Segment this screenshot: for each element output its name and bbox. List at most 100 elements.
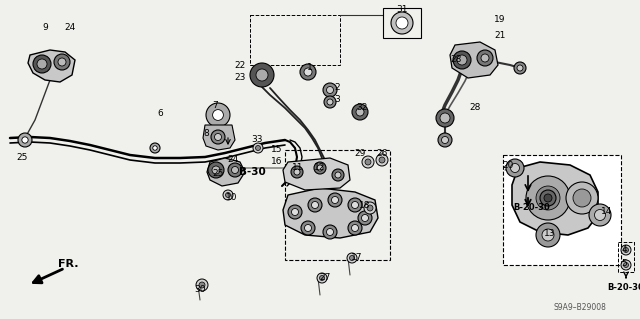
Circle shape xyxy=(196,279,208,291)
Polygon shape xyxy=(512,162,598,235)
Text: 23: 23 xyxy=(234,73,246,83)
Circle shape xyxy=(364,202,376,214)
Circle shape xyxy=(301,221,315,235)
Polygon shape xyxy=(283,158,350,190)
Circle shape xyxy=(225,192,230,197)
Text: 31: 31 xyxy=(396,5,408,14)
Circle shape xyxy=(323,83,337,97)
Circle shape xyxy=(351,202,358,209)
Circle shape xyxy=(211,130,225,144)
Circle shape xyxy=(256,69,268,81)
Polygon shape xyxy=(207,158,245,186)
Text: 17: 17 xyxy=(351,253,363,262)
Circle shape xyxy=(362,156,374,168)
Text: 28: 28 xyxy=(469,102,481,112)
Text: B-20-30: B-20-30 xyxy=(607,283,640,292)
Text: 12: 12 xyxy=(314,164,326,173)
Circle shape xyxy=(526,176,570,220)
Circle shape xyxy=(365,159,371,165)
Text: 5: 5 xyxy=(621,258,627,268)
Circle shape xyxy=(542,229,554,241)
Circle shape xyxy=(436,109,454,127)
Text: 18: 18 xyxy=(359,201,371,210)
Circle shape xyxy=(348,221,362,235)
Circle shape xyxy=(349,256,355,261)
Text: 28: 28 xyxy=(451,56,461,64)
Circle shape xyxy=(308,198,322,212)
Circle shape xyxy=(294,169,300,175)
Text: 26: 26 xyxy=(376,149,388,158)
Circle shape xyxy=(253,143,263,153)
Circle shape xyxy=(335,172,341,178)
Circle shape xyxy=(319,276,324,280)
Bar xyxy=(250,15,340,65)
Circle shape xyxy=(153,146,157,150)
Polygon shape xyxy=(28,50,75,82)
Circle shape xyxy=(517,65,523,71)
Polygon shape xyxy=(283,188,378,238)
Text: 9: 9 xyxy=(42,23,48,32)
Text: 27: 27 xyxy=(319,272,331,281)
Polygon shape xyxy=(203,125,235,150)
Text: 11: 11 xyxy=(292,164,304,173)
Circle shape xyxy=(199,282,205,288)
Circle shape xyxy=(621,260,631,270)
Circle shape xyxy=(37,59,47,69)
Circle shape xyxy=(453,51,471,69)
Circle shape xyxy=(312,202,319,209)
Text: 15: 15 xyxy=(271,145,283,154)
FancyBboxPatch shape xyxy=(503,155,621,265)
Circle shape xyxy=(348,198,362,212)
Circle shape xyxy=(305,225,312,232)
Text: 2: 2 xyxy=(334,83,340,92)
Text: B-30: B-30 xyxy=(239,167,266,177)
Circle shape xyxy=(18,133,32,147)
Circle shape xyxy=(332,197,339,204)
Text: 24: 24 xyxy=(65,23,76,32)
Text: S9A9–B29008: S9A9–B29008 xyxy=(554,303,607,313)
Text: 13: 13 xyxy=(544,228,556,238)
Circle shape xyxy=(540,190,556,206)
Circle shape xyxy=(481,54,489,62)
Circle shape xyxy=(327,99,333,105)
Circle shape xyxy=(391,12,413,34)
Circle shape xyxy=(573,189,591,207)
Circle shape xyxy=(214,133,221,140)
Circle shape xyxy=(362,214,369,221)
Circle shape xyxy=(511,164,520,173)
Circle shape xyxy=(351,225,358,232)
Circle shape xyxy=(323,225,337,239)
Text: 25: 25 xyxy=(16,153,28,162)
Text: 33: 33 xyxy=(252,136,263,145)
Text: 10: 10 xyxy=(227,192,237,202)
Circle shape xyxy=(477,50,493,66)
Text: 6: 6 xyxy=(157,108,163,117)
Circle shape xyxy=(150,143,160,153)
Text: 25: 25 xyxy=(212,168,224,177)
Text: 4: 4 xyxy=(621,246,627,255)
Circle shape xyxy=(623,248,628,253)
Circle shape xyxy=(212,166,220,174)
Text: 30: 30 xyxy=(195,286,205,294)
Circle shape xyxy=(54,54,70,70)
Text: 1: 1 xyxy=(307,63,313,72)
Circle shape xyxy=(536,186,560,210)
Circle shape xyxy=(328,193,342,207)
Circle shape xyxy=(506,159,524,177)
Circle shape xyxy=(356,108,364,116)
Circle shape xyxy=(317,273,327,283)
Circle shape xyxy=(250,63,274,87)
Circle shape xyxy=(396,17,408,29)
Circle shape xyxy=(326,228,333,235)
Circle shape xyxy=(232,167,239,174)
Circle shape xyxy=(438,133,452,147)
Text: FR.: FR. xyxy=(58,259,78,269)
Circle shape xyxy=(440,113,450,123)
Circle shape xyxy=(212,110,223,120)
Polygon shape xyxy=(450,42,498,78)
Text: 32: 32 xyxy=(356,103,368,113)
Circle shape xyxy=(595,210,605,220)
Circle shape xyxy=(536,223,560,247)
Text: 20: 20 xyxy=(502,160,514,169)
Circle shape xyxy=(589,204,611,226)
